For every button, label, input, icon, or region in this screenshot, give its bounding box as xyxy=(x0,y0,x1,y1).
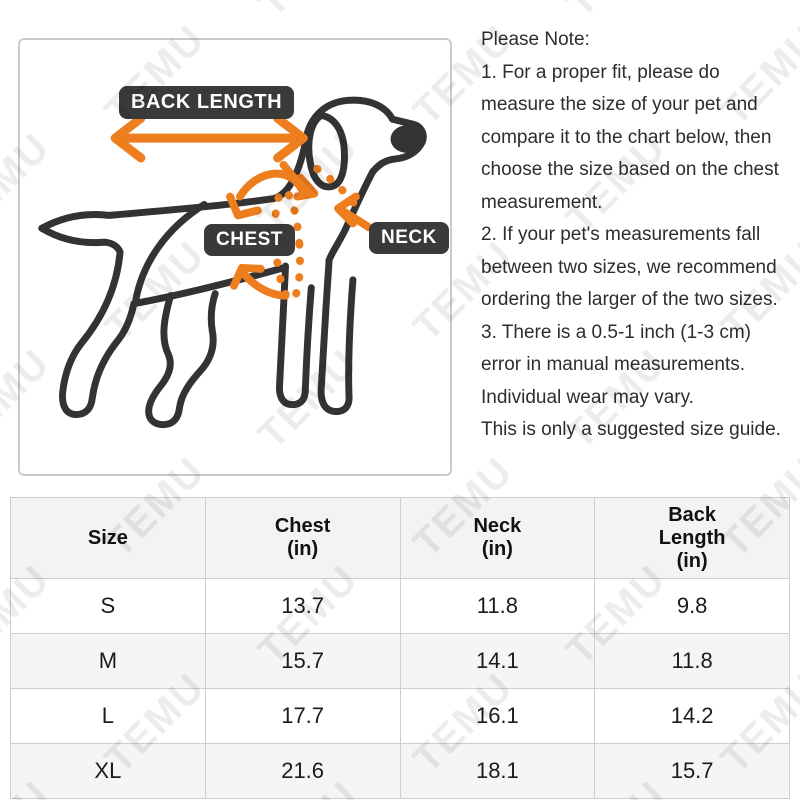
neck-cell: 14.1 xyxy=(399,633,596,689)
neck-cell: 16.1 xyxy=(399,688,596,744)
chest-label: CHEST xyxy=(204,224,295,256)
column-header-size: Size xyxy=(10,497,206,579)
dog-outline xyxy=(38,96,427,429)
chest-cell: 15.7 xyxy=(204,633,401,689)
size-cell: S xyxy=(10,578,206,634)
watermark-text: TEMU xyxy=(0,0,59,26)
dog-illustration xyxy=(38,96,427,429)
dog-nose xyxy=(390,125,425,153)
table-row-l: L 17.7 16.1 14.2 xyxy=(10,688,790,744)
column-header-chest: Chest (in) xyxy=(204,497,401,579)
neck-cell: 11.8 xyxy=(399,578,596,634)
size-cell: L xyxy=(10,688,206,744)
note-body: 1. For a proper fit, please do measure t… xyxy=(481,61,781,441)
size-table: Size Chest (in) Neck (in) Back Length (i… xyxy=(10,497,790,799)
back-length-cell: 14.2 xyxy=(594,688,790,744)
column-header-neck: Neck (in) xyxy=(399,497,596,579)
chest-cell: 13.7 xyxy=(204,578,401,634)
back-length-cell: 11.8 xyxy=(594,633,790,689)
dog-ear xyxy=(305,111,348,191)
neck-girth-dashes xyxy=(313,164,363,215)
table-row-m: M 15.7 14.1 11.8 xyxy=(10,633,790,689)
watermark-text: TEMU xyxy=(250,0,368,26)
back-length-cell: 15.7 xyxy=(594,743,790,799)
back-length-label: BACK LENGTH xyxy=(119,86,295,119)
neck-label: NECK xyxy=(369,222,449,254)
back-length-cell: 9.8 xyxy=(594,578,790,634)
note-block: Please Note: 1. For a proper fit, please… xyxy=(481,24,800,447)
chest-cell: 21.6 xyxy=(204,743,401,799)
size-cell: XL xyxy=(10,743,206,799)
note-title: Please Note: xyxy=(481,29,590,50)
column-header-back-length: Back Length (in) xyxy=(594,497,790,579)
table-row-s: S 13.7 11.8 9.8 xyxy=(10,578,790,634)
table-header-row: Size Chest (in) Neck (in) Back Length (i… xyxy=(10,497,790,579)
size-cell: M xyxy=(10,633,206,689)
watermark-text: TEMU xyxy=(558,0,676,26)
measurement-diagram: BACK LENGTH CHEST NECK xyxy=(18,38,452,476)
neck-cell: 18.1 xyxy=(399,743,596,799)
table-row-xl: XL 21.6 18.1 15.7 xyxy=(10,743,790,799)
chest-cell: 17.7 xyxy=(204,688,401,744)
